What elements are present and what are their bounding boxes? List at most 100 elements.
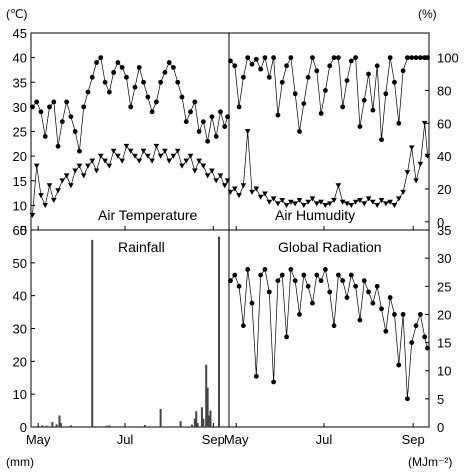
- point-temperature-0: [59, 119, 65, 125]
- point-humidity-0: [361, 97, 367, 103]
- ytick-label-temperature: 35: [13, 75, 27, 90]
- point-humidity-0: [318, 111, 324, 116]
- ytick-label-humidity: 40: [437, 149, 451, 164]
- point-humidity-0: [253, 56, 259, 62]
- point-radiation-0: [340, 278, 346, 284]
- point-temperature-1: [162, 148, 168, 154]
- ytick-label-temperature: 5: [20, 223, 27, 238]
- point-radiation-0: [413, 323, 419, 329]
- series-line-temperature-0: [32, 56, 228, 152]
- point-humidity-0: [288, 55, 294, 61]
- rain-bar: [195, 411, 198, 427]
- point-temperature-1: [85, 163, 91, 169]
- point-radiation-0: [396, 362, 402, 368]
- point-temperature-0: [119, 65, 125, 70]
- point-humidity-1: [313, 201, 320, 207]
- point-humidity-1: [296, 198, 303, 204]
- ytick-label-radiation: 15: [437, 336, 451, 351]
- unit-rainfall: (mm): [6, 455, 34, 469]
- point-temperature-1: [55, 188, 61, 194]
- point-temperature-0: [141, 79, 146, 85]
- point-humidity-1: [335, 183, 342, 189]
- point-humidity-1: [339, 199, 346, 205]
- point-humidity-0: [314, 68, 320, 74]
- rain-bar: [41, 425, 44, 427]
- point-temperature-1: [123, 143, 130, 149]
- point-humidity-1: [266, 199, 273, 205]
- rain-bar: [208, 415, 211, 427]
- xtick-label-radiation: Jul: [316, 432, 333, 447]
- ytick-label-humidity: 100: [437, 51, 459, 66]
- point-temperature-1: [29, 212, 36, 218]
- point-humidity-0: [232, 63, 238, 69]
- point-temperature-1: [224, 178, 231, 184]
- point-humidity-0: [353, 55, 359, 61]
- point-temperature-1: [221, 183, 228, 189]
- point-radiation-0: [245, 267, 251, 272]
- point-temperature-1: [42, 202, 49, 208]
- point-radiation-0: [275, 278, 281, 284]
- rain-bar: [179, 421, 182, 427]
- panel-frame-rainfall: [30, 229, 230, 428]
- point-temperature-0: [128, 104, 134, 110]
- point-temperature-1: [127, 148, 134, 154]
- point-temperature-0: [209, 114, 215, 120]
- point-radiation-0: [266, 289, 272, 295]
- point-humidity-0: [245, 55, 251, 61]
- point-radiation-0: [387, 295, 393, 300]
- point-humidity-1: [270, 196, 277, 202]
- point-humidity-0: [271, 55, 277, 61]
- point-humidity-1: [305, 199, 311, 205]
- point-radiation-0: [288, 267, 294, 272]
- point-humidity-1: [253, 186, 260, 192]
- point-radiation-0: [301, 272, 307, 278]
- series-line-humidity-1: [230, 123, 428, 206]
- point-radiation-0: [409, 340, 415, 345]
- point-humidity-1: [249, 189, 255, 195]
- point-humidity-0: [301, 101, 307, 106]
- rain-bar: [105, 425, 108, 427]
- point-temperature-0: [166, 60, 172, 65]
- point-radiation-0: [353, 283, 359, 289]
- point-radiation-0: [258, 272, 264, 278]
- xtick-label-rainfall: May: [26, 432, 51, 447]
- point-temperature-1: [89, 158, 96, 164]
- point-temperature-0: [68, 114, 74, 120]
- ytick-label-humidity: 0: [437, 215, 444, 230]
- point-humidity-1: [275, 201, 281, 207]
- unit-humidity: (%): [418, 7, 437, 21]
- point-temperature-1: [149, 158, 155, 164]
- point-temperature-0: [51, 99, 57, 105]
- point-temperature-1: [46, 183, 53, 189]
- point-temperature-0: [192, 99, 198, 105]
- point-humidity-0: [275, 112, 281, 118]
- point-humidity-1: [383, 201, 389, 207]
- point-radiation-0: [232, 272, 238, 278]
- ytick-label-humidity: 20: [437, 182, 451, 197]
- point-radiation-0: [279, 272, 285, 278]
- point-humidity-0: [374, 63, 380, 69]
- point-radiation-0: [361, 278, 367, 284]
- ytick-label-humidity: 80: [437, 83, 451, 98]
- point-temperature-0: [222, 124, 228, 129]
- point-temperature-1: [166, 158, 172, 164]
- point-temperature-1: [110, 148, 117, 154]
- point-temperature-1: [132, 153, 138, 159]
- series-line-radiation-0: [230, 268, 428, 399]
- point-humidity-0: [262, 55, 268, 61]
- point-humidity-0: [240, 74, 246, 80]
- point-humidity-1: [283, 202, 290, 208]
- point-humidity-0: [236, 104, 242, 110]
- point-temperature-0: [47, 104, 52, 110]
- rain-bar: [205, 364, 208, 427]
- point-temperature-1: [93, 168, 100, 174]
- point-humidity-0: [387, 55, 393, 61]
- point-humidity-1: [408, 145, 415, 151]
- point-temperature-1: [119, 158, 125, 164]
- ytick-label-humidity: 60: [437, 116, 451, 131]
- point-humidity-1: [344, 201, 350, 207]
- rain-bar: [69, 425, 72, 427]
- point-humidity-0: [396, 120, 402, 126]
- axis-ticks: [31, 32, 429, 428]
- point-humidity-0: [383, 91, 389, 97]
